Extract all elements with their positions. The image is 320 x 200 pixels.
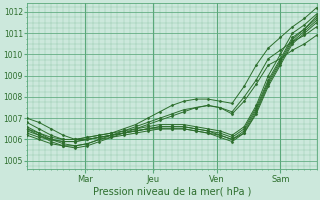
X-axis label: Pression niveau de la mer( hPa ): Pression niveau de la mer( hPa ) — [92, 187, 251, 197]
